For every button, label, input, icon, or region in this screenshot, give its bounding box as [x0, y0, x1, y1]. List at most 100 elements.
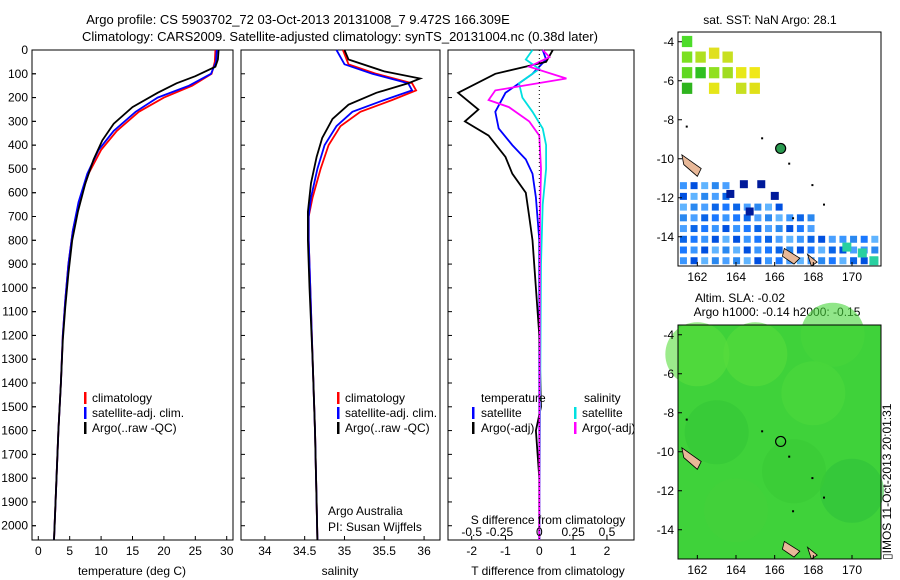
- depth-tick-label: 1500: [1, 400, 28, 414]
- x-tick-label: 0: [536, 544, 543, 558]
- sst-cell: [711, 225, 719, 233]
- map-y-tick-label: -12: [657, 191, 675, 205]
- sst-cell: [679, 182, 687, 190]
- map-x-tick-label: 170: [842, 563, 862, 577]
- x-tick-label: 25: [189, 544, 203, 558]
- argo-float-marker: [775, 142, 787, 155]
- sst-cell: [765, 225, 772, 233]
- sst-cell: [701, 235, 709, 243]
- sst-cell: [733, 225, 741, 233]
- top-tick-label: 0.5: [599, 525, 616, 539]
- map-frame: [677, 31, 882, 267]
- sst-cell: [695, 51, 706, 63]
- sst-cell-teal: [842, 242, 852, 252]
- sst-cell: [765, 214, 772, 222]
- sst-cell: [807, 235, 815, 243]
- depth-tick-label: 1400: [1, 376, 28, 390]
- sst-cell: [754, 235, 762, 243]
- sst-cell: [722, 225, 730, 233]
- legend-label-temp-satellite: satellite: [481, 406, 522, 420]
- series-line-climatology: [307, 49, 418, 541]
- sst-cell: [839, 235, 847, 243]
- sst-cell: [860, 257, 868, 265]
- sst-cell: [754, 257, 762, 265]
- legend-swatch-temp-argo: [472, 422, 475, 434]
- figure-title-line2: Climatology: CARS2009. Satellite-adjuste…: [82, 29, 598, 44]
- sst-cell: [796, 246, 804, 254]
- legend-label-temp-argo: Argo(-adj): [481, 421, 534, 435]
- sst-cell: [711, 257, 719, 265]
- sst-cell: [850, 246, 858, 254]
- island-shape: [681, 153, 702, 177]
- series-line-satellite: [517, 49, 547, 541]
- x-tick-label: 5: [66, 544, 73, 558]
- sst-cell: [679, 257, 687, 265]
- top-tick-label: -0.5: [461, 525, 482, 539]
- x-tick-label: 2: [604, 544, 611, 558]
- map-y-tick-label: -4: [663, 35, 674, 49]
- sst-cell: [818, 246, 826, 254]
- sst-cell-teal: [857, 248, 867, 258]
- sla-map: 162 164 166 168 170 -4 -6 -8 -10 -12 -14: [657, 302, 884, 577]
- sst-cell: [679, 203, 687, 211]
- sst-cell: [701, 214, 709, 222]
- depth-axis: 0 100 200 300 400 500 600 700 800 900 1000 1100 1200…: [1, 43, 36, 533]
- legend-swatch-climatology: [337, 392, 340, 404]
- imos-logo-icon: ▯: [880, 553, 894, 560]
- depth-tick-label: 400: [8, 138, 28, 152]
- depth-tick-label: 600: [8, 186, 28, 200]
- sst-cell: [711, 235, 719, 243]
- map-x-tick-label: 162: [687, 563, 707, 577]
- series-line-argorawqc: [306, 49, 424, 541]
- sst-cell: [786, 214, 794, 222]
- sst-cell: [775, 246, 783, 254]
- legend-swatch-sal-argo: [574, 422, 577, 434]
- salinity-xlabel: salinity: [322, 564, 359, 578]
- sst-cell: [679, 225, 687, 233]
- sst-cell: [754, 246, 762, 254]
- island-dot: [823, 203, 825, 206]
- salinity-annotation-line1: Argo Australia: [328, 504, 403, 518]
- sst-cell: [796, 225, 804, 233]
- legend-label-satellite-adj: satellite-adj. clim.: [92, 406, 184, 420]
- difference-xlabel-top: S difference from climatology: [471, 513, 626, 527]
- sst-cell: [722, 51, 733, 63]
- island-dot: [788, 162, 791, 165]
- sst-cell: [850, 235, 858, 243]
- sst-cell: [708, 82, 720, 94]
- sst-cell: [749, 67, 760, 79]
- sst-cell-deep: [757, 180, 766, 189]
- sst-cell: [681, 67, 693, 79]
- sst-cell: [722, 235, 730, 243]
- sla-anomaly: [723, 322, 788, 387]
- sst-cell: [690, 235, 698, 243]
- sst-cell: [681, 51, 693, 63]
- sst-cell: [711, 182, 719, 190]
- top-tick-label: -0.25: [486, 525, 514, 539]
- map-y-tick-label: -4: [663, 328, 674, 342]
- depth-tick-label: 0: [21, 43, 28, 57]
- sst-cell: [807, 246, 815, 254]
- sla-anomaly: [684, 400, 749, 465]
- figure-title-line1: Argo profile: CS 5903702_72 03-Oct-2013 …: [86, 12, 510, 27]
- sla-anomaly: [762, 439, 826, 504]
- map-y-tick-label: -14: [657, 523, 675, 537]
- sst-cell: [690, 214, 698, 222]
- x-tick-label: 34.5: [293, 544, 317, 558]
- map-frame: [677, 324, 882, 560]
- sst-cell: [743, 225, 751, 233]
- sst-cell-teal: [869, 256, 879, 266]
- sst-cell: [701, 257, 709, 265]
- sst-cell: [743, 257, 751, 265]
- x-tick-label: 0: [35, 544, 42, 558]
- depth-tick-label: 1700: [1, 447, 28, 461]
- sst-cell: [690, 225, 698, 233]
- sst-cell: [754, 214, 762, 222]
- depth-tick-label: 1100: [2, 305, 28, 319]
- island-dot: [761, 430, 764, 433]
- depth-tick-label: 1900: [1, 495, 28, 509]
- island-dot: [792, 510, 795, 513]
- sst-cell: [690, 257, 698, 265]
- legend-label-climatology: climatology: [92, 391, 152, 405]
- island-dot: [685, 418, 688, 421]
